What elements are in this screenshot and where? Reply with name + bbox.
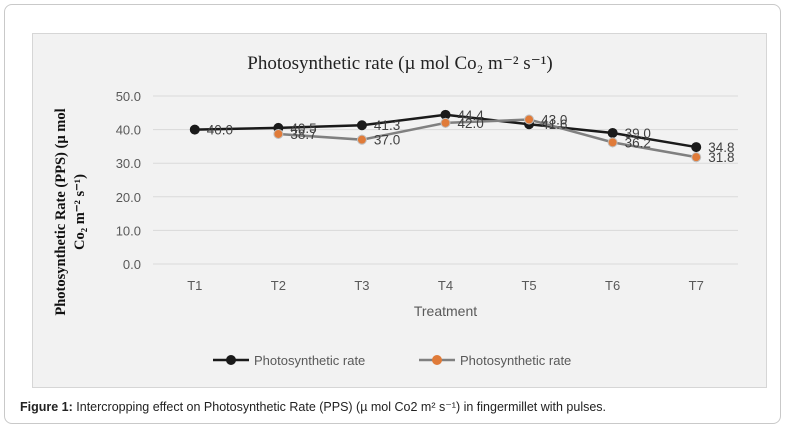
- data-point-series-2: [273, 128, 284, 139]
- y-tick-label: 40.0: [116, 123, 141, 138]
- data-point-series-1: [691, 142, 702, 153]
- x-tick-label: T6: [605, 278, 620, 293]
- data-point-series-2: [356, 134, 367, 145]
- data-label-series-1: 39.0: [625, 126, 651, 141]
- y-tick-label: 30.0: [116, 156, 141, 171]
- y-tick-label: 50.0: [116, 89, 141, 104]
- x-tick-label: T1: [187, 278, 202, 293]
- figure-frame: Photosynthetic rate (µ mol Co₂ m⁻² s⁻¹) 0…: [4, 4, 781, 424]
- x-tick-label: T7: [689, 278, 704, 293]
- data-point-series-1: [189, 124, 200, 135]
- x-axis-title: Treatment: [414, 303, 477, 319]
- data-point-series-2: [691, 152, 702, 163]
- data-label-series-2: 37.0: [374, 133, 400, 148]
- data-label-series-1: 34.8: [708, 140, 734, 155]
- line-chart: Photosynthetic rate (µ mol Co₂ m⁻² s⁻¹) 0…: [53, 53, 738, 368]
- data-point-series-1: [356, 120, 367, 131]
- x-tick-label: T5: [521, 278, 536, 293]
- data-label-series-2: 43.0: [541, 113, 567, 128]
- y-axis-title-line1: Photosynthetic Rate (PPS) (µ mol: [53, 108, 69, 315]
- legend-marker-1: [226, 355, 236, 365]
- data-label-series-2: 36.2: [625, 135, 651, 150]
- data-label-series-1: 44.4: [458, 108, 485, 123]
- caption-text: Intercropping effect on Photosynthetic R…: [72, 400, 607, 414]
- figure-caption: Figure 1: Intercropping effect on Photos…: [20, 399, 770, 414]
- legend-label-1: Photosynthetic rate: [254, 353, 365, 368]
- x-tick-label: T4: [438, 278, 453, 293]
- x-tick-label: T2: [271, 278, 286, 293]
- data-label-series-2: 38.7: [290, 127, 316, 142]
- y-tick-label: 0.0: [123, 257, 141, 272]
- legend-label-2: Photosynthetic rate: [460, 353, 571, 368]
- data-label-series-1: 40.5: [290, 121, 316, 136]
- data-label-series-1: 41.3: [374, 118, 400, 133]
- data-label-series-1: 40.0: [207, 123, 233, 138]
- y-tick-label: 10.0: [116, 223, 141, 238]
- chart-area: Photosynthetic rate (µ mol Co₂ m⁻² s⁻¹) 0…: [32, 33, 767, 388]
- x-tick-label: T3: [354, 278, 369, 293]
- data-point-series-1: [607, 127, 618, 138]
- y-tick-label: 20.0: [116, 190, 141, 205]
- legend-marker-2: [432, 355, 442, 365]
- data-label-series-2: 42.0: [458, 116, 484, 131]
- data-label-series-2: 31.8: [708, 150, 734, 165]
- data-label-series-1: 41.6: [541, 117, 567, 132]
- y-axis-title-line2: Co₂ m⁻² s⁻¹): [72, 174, 88, 250]
- data-point-series-2: [607, 137, 618, 148]
- data-point-series-2: [524, 114, 535, 125]
- caption-label: Figure 1:: [20, 400, 73, 414]
- chart-title: Photosynthetic rate (µ mol Co₂ m⁻² s⁻¹): [247, 53, 553, 74]
- data-point-series-2: [440, 117, 451, 128]
- series-line-2: [278, 118, 697, 159]
